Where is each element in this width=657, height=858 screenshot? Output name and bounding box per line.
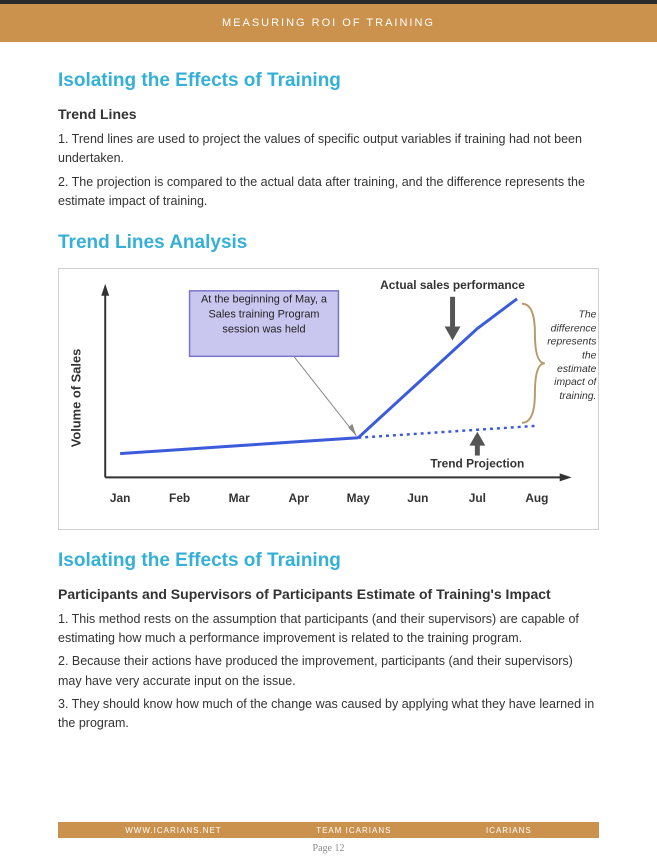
section1-point-2: 2. The projection is compared to the act… xyxy=(58,173,599,212)
section1-point-1: 1. Trend lines are used to project the v… xyxy=(58,130,599,169)
header-title: MEASURING ROI OF TRAINING xyxy=(222,17,435,29)
section1-subtitle: Trend Lines xyxy=(58,106,599,122)
callout-pointer xyxy=(294,356,357,435)
x-tick-mar: Mar xyxy=(229,491,251,505)
section2-point-1: 1. This method rests on the assumption t… xyxy=(58,610,599,649)
x-axis-arrow xyxy=(560,473,572,481)
projection-arrow-head xyxy=(469,431,485,445)
y-axis-arrow xyxy=(101,283,109,295)
footer-left: WWW.ICARIANS.NET xyxy=(125,826,221,835)
section2-subtitle: Participants and Supervisors of Particip… xyxy=(58,586,599,602)
x-tick-apr: Apr xyxy=(288,491,309,505)
difference-text-wrap: The difference represents the estimate i… xyxy=(545,308,597,417)
section1-title: Isolating the Effects of Training xyxy=(58,70,599,92)
difference-text: The difference represents the estimate i… xyxy=(545,308,597,403)
x-tick-feb: Feb xyxy=(169,491,190,505)
x-tick-jul: Jul xyxy=(469,491,486,505)
chart-svg: Volume of Sales Jan Feb Mar Apr May Jun … xyxy=(59,269,598,529)
chart-title: Trend Lines Analysis xyxy=(58,232,599,254)
actual-label: Actual sales performance xyxy=(380,277,525,291)
callout-text-wrap: At the beginning of May, a Sales trainin… xyxy=(192,292,337,354)
callout-text: At the beginning of May, a Sales trainin… xyxy=(192,292,337,336)
section2-point-2: 2. Because their actions have produced t… xyxy=(58,652,599,691)
footer-bar: WWW.ICARIANS.NET TEAM ICARIANS ICARIANS xyxy=(58,822,599,838)
x-tick-jun: Jun xyxy=(407,491,428,505)
trend-chart: Volume of Sales Jan Feb Mar Apr May Jun … xyxy=(58,268,599,530)
content-area: Isolating the Effects of Training Trend … xyxy=(0,42,657,734)
footer-center: TEAM ICARIANS xyxy=(316,826,391,835)
page-number: Page 12 xyxy=(0,843,657,854)
projection-label: Trend Projection xyxy=(430,456,524,470)
projection-line xyxy=(358,425,537,437)
y-axis-label: Volume of Sales xyxy=(68,348,83,447)
callout-pointer-head xyxy=(348,423,356,435)
header-bar: MEASURING ROI OF TRAINING xyxy=(0,0,657,42)
actual-arrow-head xyxy=(445,326,461,340)
x-tick-may: May xyxy=(347,491,371,505)
footer-right: ICARIANS xyxy=(486,826,532,835)
actual-line xyxy=(358,298,517,437)
difference-brace xyxy=(522,303,545,422)
x-tick-jan: Jan xyxy=(110,491,131,505)
section2-title: Isolating the Effects of Training xyxy=(58,550,599,572)
baseline-line xyxy=(120,437,358,453)
section2-point-3: 3. They should know how much of the chan… xyxy=(58,695,599,734)
x-tick-aug: Aug xyxy=(525,491,548,505)
